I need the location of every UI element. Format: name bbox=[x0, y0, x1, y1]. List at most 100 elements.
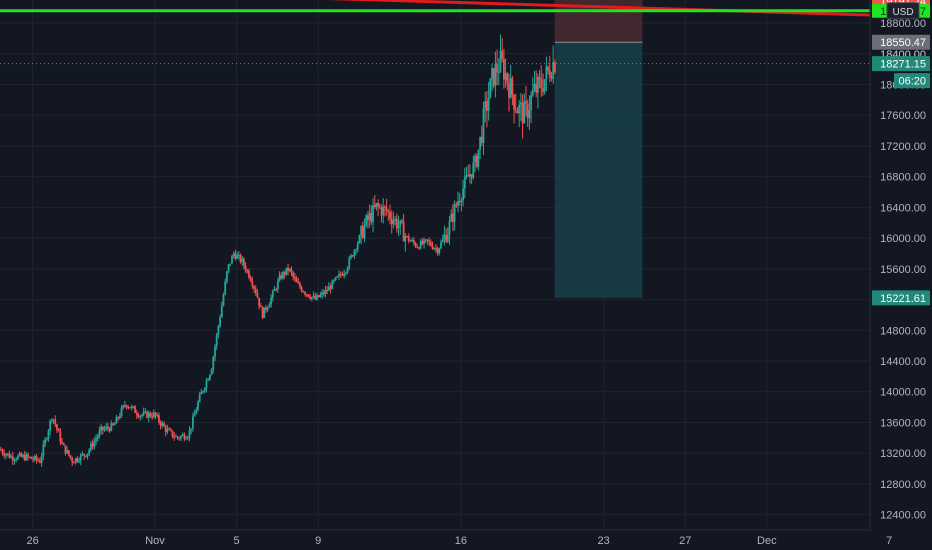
candle-body bbox=[273, 289, 276, 291]
candle-body bbox=[207, 379, 210, 381]
time-axis-panel[interactable] bbox=[0, 530, 932, 550]
stop-price-tag: 18550.47 bbox=[880, 37, 926, 49]
y-tick-label: 14400.00 bbox=[880, 356, 926, 368]
countdown-tag-bg bbox=[894, 73, 930, 89]
candle-body bbox=[312, 295, 315, 297]
target-price-tag-bg bbox=[872, 290, 930, 306]
candle-body bbox=[236, 255, 238, 259]
candle-body bbox=[224, 281, 227, 295]
candle-body bbox=[513, 95, 515, 110]
candle-body bbox=[22, 455, 24, 457]
candle-body bbox=[30, 456, 33, 459]
candle-body bbox=[16, 455, 19, 460]
candle-body bbox=[164, 426, 167, 432]
position-target-zone[interactable] bbox=[554, 42, 643, 298]
candle-body bbox=[350, 255, 352, 259]
candle-body bbox=[305, 294, 308, 296]
candle-body bbox=[220, 305, 223, 318]
red-trend-line[interactable] bbox=[251, 0, 932, 19]
candle-body bbox=[28, 456, 31, 458]
candle-body bbox=[360, 226, 363, 236]
candle-body bbox=[152, 412, 155, 418]
candle-body bbox=[227, 264, 230, 272]
candle-body bbox=[168, 429, 170, 431]
candle-body bbox=[174, 436, 177, 438]
candle-body bbox=[5, 454, 7, 456]
candle-body bbox=[115, 417, 118, 424]
x-tick-label: 27 bbox=[679, 535, 691, 547]
short-position-tool[interactable] bbox=[554, 0, 643, 298]
candle-body bbox=[270, 297, 272, 305]
candle-body bbox=[423, 239, 425, 245]
candle-body bbox=[142, 411, 145, 415]
candle-body bbox=[446, 234, 449, 242]
candle-body bbox=[18, 453, 21, 456]
candle-body bbox=[327, 286, 330, 291]
candle-body bbox=[499, 50, 502, 72]
candle-body bbox=[59, 431, 62, 442]
candle-body bbox=[492, 68, 495, 86]
candle-body bbox=[144, 411, 147, 413]
drawing-lines[interactable] bbox=[0, 0, 932, 19]
candle-body bbox=[525, 101, 527, 104]
candle-body bbox=[135, 412, 138, 416]
candle-body bbox=[178, 437, 181, 439]
candle-body bbox=[95, 438, 97, 442]
candle-body bbox=[105, 426, 108, 429]
candle-body bbox=[441, 238, 444, 243]
candle-body bbox=[317, 295, 320, 298]
candle-body bbox=[344, 272, 347, 274]
candle-body bbox=[316, 295, 318, 300]
candle-body bbox=[467, 175, 470, 177]
candle-body bbox=[399, 220, 402, 226]
candle-body bbox=[244, 265, 247, 271]
candle-body bbox=[93, 441, 96, 447]
candle-body bbox=[20, 453, 23, 457]
candle-body bbox=[149, 413, 152, 417]
candle-body bbox=[103, 428, 106, 431]
candle-body bbox=[475, 155, 478, 167]
candle-body bbox=[107, 426, 109, 429]
candle-body bbox=[163, 423, 165, 427]
candle-body bbox=[523, 101, 526, 124]
candle-body bbox=[288, 268, 291, 271]
candle-body bbox=[322, 292, 325, 295]
candle-body bbox=[329, 286, 332, 290]
time-axis[interactable]: 26 Nov 5 9 16 23 27 Dec 7 bbox=[27, 535, 893, 547]
y-tick-label: 17600.00 bbox=[880, 110, 926, 122]
candle-body bbox=[181, 434, 184, 436]
candle-body bbox=[183, 434, 186, 440]
candle-body bbox=[32, 458, 35, 460]
price-axis-panel[interactable] bbox=[870, 0, 932, 530]
candle-body bbox=[509, 78, 512, 98]
candle-body bbox=[416, 246, 419, 248]
candle-body bbox=[180, 435, 182, 439]
candle-body bbox=[538, 76, 541, 80]
candle-body bbox=[299, 283, 301, 288]
candle-body bbox=[154, 412, 157, 416]
candle-body bbox=[251, 281, 254, 287]
candle-body bbox=[321, 292, 323, 295]
candle-body bbox=[56, 424, 58, 430]
candle-body bbox=[246, 270, 249, 272]
candle-body bbox=[465, 175, 468, 177]
candle-body bbox=[516, 110, 519, 114]
candle-body bbox=[151, 416, 154, 418]
currency-button[interactable] bbox=[886, 2, 920, 20]
candle-body bbox=[35, 456, 38, 460]
y-tick-label: 12800.00 bbox=[880, 479, 926, 491]
candle-body bbox=[435, 248, 437, 250]
candle-body bbox=[100, 426, 103, 431]
candle-body bbox=[67, 450, 70, 456]
candle-body bbox=[208, 374, 211, 380]
candle-body bbox=[552, 62, 555, 79]
candle-body bbox=[443, 234, 446, 239]
candle-body bbox=[8, 453, 11, 458]
candle-body bbox=[122, 405, 125, 408]
candle-body bbox=[377, 203, 380, 207]
y-tick-label: 14800.00 bbox=[880, 325, 926, 337]
candle-body bbox=[84, 455, 87, 457]
candle-body bbox=[237, 254, 240, 256]
candle-body bbox=[506, 73, 509, 84]
